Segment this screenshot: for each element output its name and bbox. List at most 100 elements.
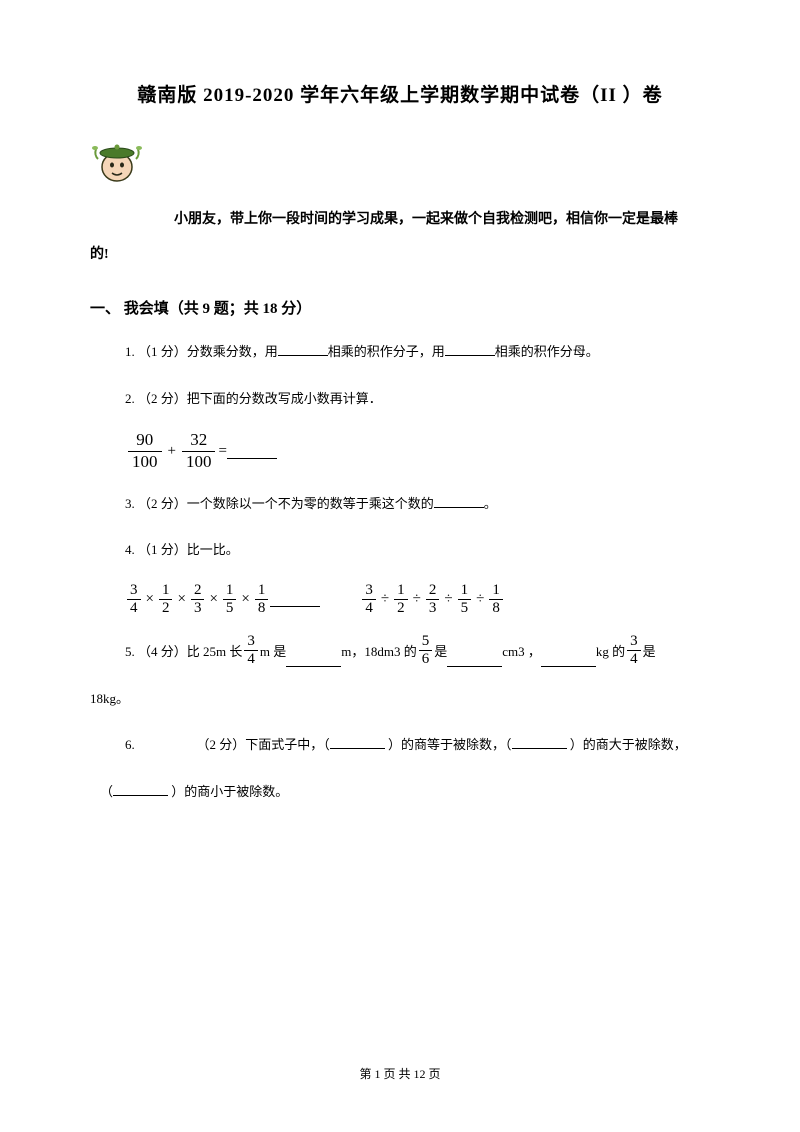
- numerator: 32: [182, 431, 216, 452]
- question-3: 3. （2 分）一个数除以一个不为零的数等于乘这个数的 。: [125, 490, 710, 519]
- fraction: 15: [223, 583, 237, 616]
- q2-expression: 90 100 + 32 100 =: [125, 431, 710, 471]
- q6-p2: ）的商等于被除数，（: [385, 737, 512, 752]
- blank: [113, 783, 168, 796]
- numerator: 2: [426, 583, 440, 600]
- fraction: 18: [489, 583, 503, 616]
- q4-expression: 34 × 12 × 23 × 15 × 18 34 ÷ 12 ÷ 23 ÷ 15…: [125, 583, 710, 616]
- blank: [434, 495, 484, 508]
- numerator: 1: [394, 583, 408, 600]
- blank: [227, 444, 277, 459]
- fraction: 34: [127, 583, 141, 616]
- question-1: 1. （1 分）分数乘分数，用 相乘的积作分子，用 相乘的积作分母。: [125, 338, 710, 367]
- fraction: 12: [159, 583, 173, 616]
- q5-p7: 是: [643, 638, 656, 667]
- operator: ÷: [381, 591, 389, 608]
- denominator: 2: [159, 600, 173, 616]
- q3-suffix: 。: [484, 496, 497, 511]
- page-footer: 第 1 页 共 12 页: [0, 1065, 800, 1082]
- q5-p2: m 是: [260, 638, 286, 667]
- operator: ×: [146, 591, 154, 608]
- q1-prefix: 1. （1 分）分数乘分数，用: [125, 344, 278, 359]
- denominator: 4: [244, 651, 258, 667]
- blank: [541, 654, 596, 667]
- blank: [278, 343, 328, 356]
- q6-p1: 6. （2 分）下面式子中，（: [125, 737, 330, 752]
- q4-left-expr: 34 × 12 × 23 × 15 × 18: [125, 583, 320, 616]
- operator: +: [168, 443, 176, 460]
- numerator: 3: [244, 634, 258, 651]
- q1-mid: 相乘的积作分子，用: [328, 344, 445, 359]
- question-2: 2. （2 分）把下面的分数改写成小数再计算．: [125, 385, 710, 414]
- denominator: 5: [223, 600, 237, 616]
- blank: [270, 592, 320, 607]
- fraction: 15: [458, 583, 472, 616]
- q6-p4: （: [100, 784, 113, 799]
- denominator: 4: [362, 600, 376, 616]
- fraction: 34: [244, 634, 258, 667]
- numerator: 3: [127, 583, 141, 600]
- q6-p3: ）的商大于被除数，: [567, 737, 687, 752]
- q3-prefix: 3. （2 分）一个数除以一个不为零的数等于乘这个数的: [125, 496, 434, 511]
- numerator: 1: [255, 583, 269, 600]
- blank: [445, 343, 495, 356]
- q6-p5: ）的商小于被除数。: [168, 784, 288, 799]
- question-4: 4. （1 分）比一比。: [125, 536, 710, 565]
- numerator: 3: [362, 583, 376, 600]
- denominator: 4: [127, 600, 141, 616]
- fraction: 56: [419, 634, 433, 667]
- fraction: 32 100: [182, 431, 216, 471]
- question-5: 5. （4 分）比 25m 长 34 m 是 m，18dm3 的 56 是 cm…: [125, 634, 710, 667]
- fraction: 23: [191, 583, 205, 616]
- fraction: 34: [627, 634, 641, 667]
- mascot-icon: [90, 137, 145, 192]
- numerator: 1: [159, 583, 173, 600]
- q5-p6: kg 的: [596, 638, 625, 667]
- fraction: 18: [255, 583, 269, 616]
- q1-suffix: 相乘的积作分母。: [495, 344, 599, 359]
- numerator: 1: [489, 583, 503, 600]
- equals: =: [218, 443, 226, 460]
- operator: ÷: [476, 591, 484, 608]
- operator: ×: [241, 591, 249, 608]
- denominator: 3: [426, 600, 440, 616]
- q5-p3: m，18dm3 的: [341, 638, 416, 667]
- numerator: 1: [458, 583, 472, 600]
- question-5-cont: 18kg。: [90, 685, 710, 714]
- q5-p5: cm3 ，: [502, 638, 541, 667]
- fraction: 12: [394, 583, 408, 616]
- fraction: 23: [426, 583, 440, 616]
- fraction: 34: [362, 583, 376, 616]
- blank: [286, 654, 341, 667]
- denominator: 5: [458, 600, 472, 616]
- blank: [330, 736, 385, 749]
- numerator: 5: [419, 634, 433, 651]
- denominator: 100: [128, 452, 162, 472]
- page-title: 赣南版 2019-2020 学年六年级上学期数学期中试卷（II ）卷: [90, 80, 710, 107]
- operator: ÷: [413, 591, 421, 608]
- denominator: 3: [191, 600, 205, 616]
- denominator: 2: [394, 600, 408, 616]
- denominator: 8: [255, 600, 269, 616]
- operator: ×: [209, 591, 217, 608]
- numerator: 90: [128, 431, 162, 452]
- question-6: 6. （2 分）下面式子中，（ ）的商等于被除数，（ ）的商大于被除数，: [125, 731, 710, 760]
- numerator: 1: [223, 583, 237, 600]
- intro-text: 小朋友，带上你一段时间的学习成果，一起来做个自我检测吧，相信你一定是最棒 的!: [90, 202, 710, 272]
- q5-p4: 是: [434, 638, 447, 667]
- q4-right-expr: 34 ÷ 12 ÷ 23 ÷ 15 ÷ 18: [360, 583, 504, 616]
- intro-line-1: 小朋友，带上你一段时间的学习成果，一起来做个自我检测吧，相信你一定是最棒: [90, 202, 710, 237]
- denominator: 6: [419, 651, 433, 667]
- denominator: 8: [489, 600, 503, 616]
- numerator: 2: [191, 583, 205, 600]
- question-6-cont: （ ）的商小于被除数。: [100, 778, 710, 807]
- section-header: 一、 我会填（共 9 题；共 18 分）: [90, 297, 710, 318]
- intro-line-2: 的!: [90, 237, 710, 272]
- blank: [447, 654, 502, 667]
- fraction: 90 100: [128, 431, 162, 471]
- numerator: 3: [627, 634, 641, 651]
- operator: ÷: [444, 591, 452, 608]
- blank: [512, 736, 567, 749]
- denominator: 100: [182, 452, 216, 472]
- denominator: 4: [627, 651, 641, 667]
